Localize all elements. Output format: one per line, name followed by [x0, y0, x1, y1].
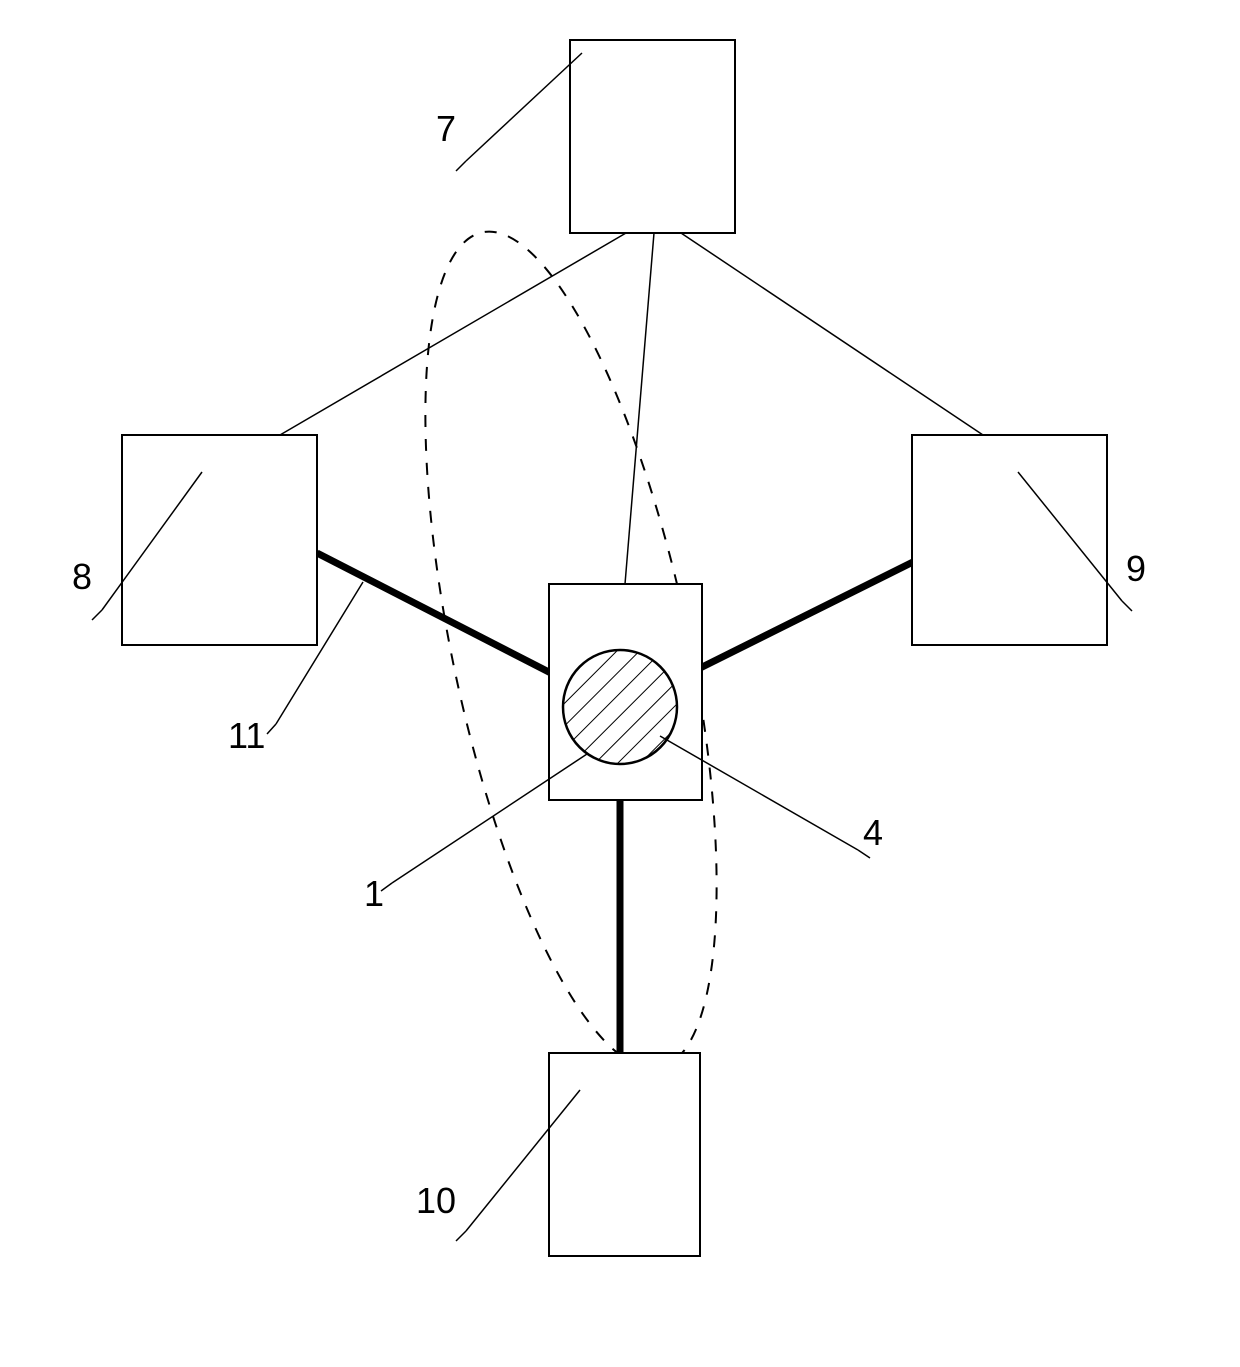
- thin-line-top-to-right: [681, 233, 983, 435]
- thin-lines-group: [280, 233, 983, 584]
- label-11: 11: [228, 715, 265, 757]
- thin-line-top-to-left: [280, 233, 626, 435]
- label-8: 8: [72, 556, 92, 598]
- boxes-group: [122, 40, 1107, 1256]
- label-10: 10: [416, 1180, 456, 1222]
- box-right: [912, 435, 1107, 645]
- leader-7: [466, 53, 582, 161]
- leader-11-tick: [267, 724, 276, 734]
- leader-7-tick: [456, 161, 466, 171]
- thick-line-left: [317, 553, 582, 689]
- label-9: 9: [1126, 548, 1146, 590]
- box-bottom: [549, 1053, 700, 1256]
- label-4: 4: [863, 812, 883, 854]
- leader-8-tick: [92, 610, 102, 620]
- thin-line-top-to-center: [625, 233, 654, 584]
- diagram-svg: [0, 0, 1240, 1362]
- leader-9-tick: [1122, 601, 1132, 611]
- box-top: [570, 40, 735, 233]
- leader-1: [392, 754, 587, 883]
- leader-10-tick: [456, 1231, 466, 1241]
- diagram-container: 7 8 9 11 4 1 10: [0, 0, 1240, 1362]
- label-1: 1: [364, 873, 384, 915]
- label-7: 7: [436, 108, 456, 150]
- box-left: [122, 435, 317, 645]
